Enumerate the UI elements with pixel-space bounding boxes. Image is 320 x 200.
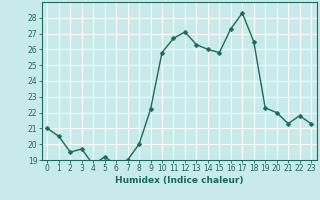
- X-axis label: Humidex (Indice chaleur): Humidex (Indice chaleur): [115, 176, 244, 185]
